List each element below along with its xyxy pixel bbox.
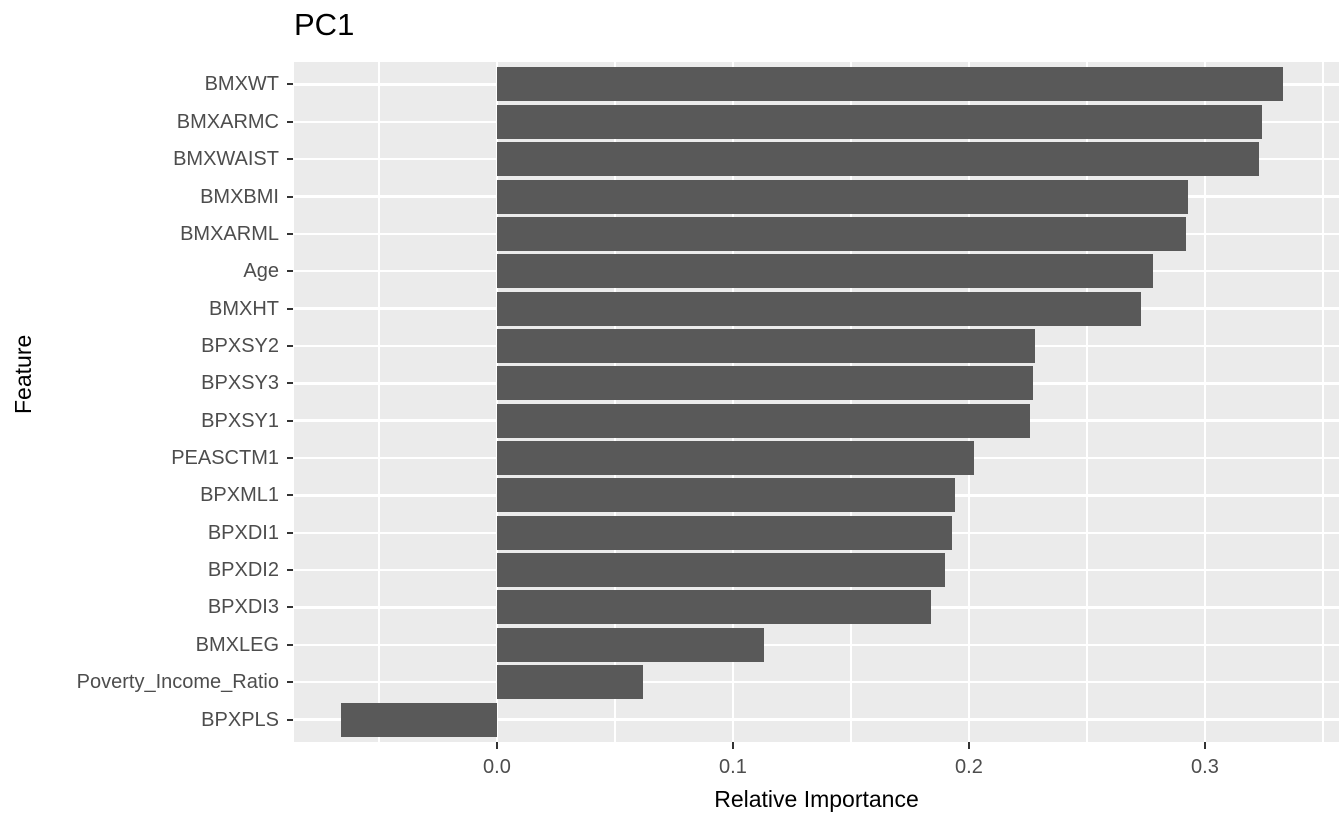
x-tick-mark bbox=[1203, 742, 1206, 749]
bar-BPXSY1 bbox=[496, 403, 1031, 438]
y-tick-mark bbox=[287, 307, 293, 310]
x-tick-label: 0.3 bbox=[1191, 756, 1219, 778]
y-tick-label: BMXARMC bbox=[176, 110, 279, 133]
y-major-gridline bbox=[294, 718, 1339, 721]
y-tick-label: BPXDI2 bbox=[207, 559, 279, 582]
bar-BMXLEG bbox=[496, 627, 764, 662]
plot-title: PC1 bbox=[294, 7, 355, 42]
x-axis-title: Relative Importance bbox=[714, 786, 919, 812]
x-minor-gridline bbox=[1322, 62, 1324, 742]
y-tick-label: BMXBMI bbox=[200, 185, 279, 208]
bar-BPXPLS bbox=[341, 702, 497, 737]
y-tick-mark bbox=[287, 270, 293, 273]
y-tick-mark bbox=[287, 232, 293, 235]
y-tick-mark bbox=[287, 494, 293, 497]
bar-BPXSY3 bbox=[496, 366, 1033, 401]
y-tick-mark bbox=[287, 718, 293, 721]
y-tick-label: BMXWT bbox=[204, 73, 279, 96]
y-tick-mark bbox=[287, 643, 293, 646]
bar-BPXDI1 bbox=[496, 515, 953, 550]
y-tick-mark bbox=[287, 569, 293, 572]
y-tick-label: BPXDI3 bbox=[207, 596, 279, 619]
y-tick-mark bbox=[287, 158, 293, 161]
x-minor-gridline bbox=[1086, 62, 1088, 742]
x-major-gridline bbox=[731, 62, 735, 742]
y-tick-mark bbox=[287, 344, 293, 347]
bar-BPXSY2 bbox=[496, 328, 1036, 363]
y-tick-label: BPXPLS bbox=[201, 708, 279, 731]
x-minor-gridline bbox=[850, 62, 852, 742]
bar-BMXARMC bbox=[496, 104, 1262, 139]
y-tick-label: BMXHT bbox=[209, 297, 279, 320]
plot-panel bbox=[294, 62, 1339, 742]
y-major-gridline bbox=[294, 643, 1339, 647]
x-major-gridline bbox=[967, 62, 971, 742]
bar-BPXDI3 bbox=[496, 590, 932, 625]
x-tick-mark bbox=[731, 742, 734, 749]
x-tick-label: 0.0 bbox=[483, 756, 511, 778]
y-tick-mark bbox=[287, 195, 293, 198]
y-tick-mark bbox=[287, 606, 293, 609]
y-tick-mark bbox=[287, 681, 293, 684]
bar-BMXBMI bbox=[496, 179, 1189, 214]
y-tick-label: BPXSY3 bbox=[201, 372, 279, 395]
y-tick-label: BPXDI1 bbox=[207, 521, 279, 544]
x-tick-mark bbox=[495, 742, 498, 749]
y-tick-label: Age bbox=[243, 260, 279, 283]
y-tick-mark bbox=[287, 531, 293, 534]
y-tick-label: BMXWAIST bbox=[173, 148, 279, 171]
y-tick-mark bbox=[287, 120, 293, 123]
y-tick-mark bbox=[287, 382, 293, 385]
x-tick-label: 0.2 bbox=[955, 756, 983, 778]
bar-BPXDI2 bbox=[496, 553, 946, 588]
bar-BMXHT bbox=[496, 291, 1142, 326]
y-tick-label: Poverty_Income_Ratio bbox=[76, 671, 279, 694]
y-tick-label: BPXML1 bbox=[200, 484, 279, 507]
x-tick-mark bbox=[967, 742, 970, 749]
y-tick-mark bbox=[287, 83, 293, 86]
x-minor-gridline bbox=[614, 62, 616, 742]
bar-Age bbox=[496, 254, 1154, 289]
bar-BMXWT bbox=[496, 67, 1283, 102]
y-tick-label: BPXSY1 bbox=[201, 409, 279, 432]
bar-Poverty_Income_Ratio bbox=[496, 665, 644, 700]
x-major-gridline bbox=[495, 62, 499, 742]
bar-BPXML1 bbox=[496, 478, 955, 513]
x-minor-gridline bbox=[378, 62, 380, 742]
y-tick-mark bbox=[287, 457, 293, 460]
y-tick-label: BMXLEG bbox=[195, 633, 279, 656]
y-tick-mark bbox=[287, 419, 293, 422]
x-tick-label: 0.1 bbox=[719, 756, 747, 778]
y-tick-label: BMXARML bbox=[180, 222, 279, 245]
x-major-gridline bbox=[1203, 62, 1207, 742]
bar-BMXWAIST bbox=[496, 142, 1260, 177]
bar-BMXARML bbox=[496, 216, 1187, 251]
y-major-gridline bbox=[294, 680, 1339, 684]
bar-PEASCTM1 bbox=[496, 441, 974, 476]
y-tick-label: PEASCTM1 bbox=[171, 447, 279, 470]
y-tick-label: BPXSY2 bbox=[201, 334, 279, 357]
y-axis-title: Feature bbox=[10, 334, 36, 414]
